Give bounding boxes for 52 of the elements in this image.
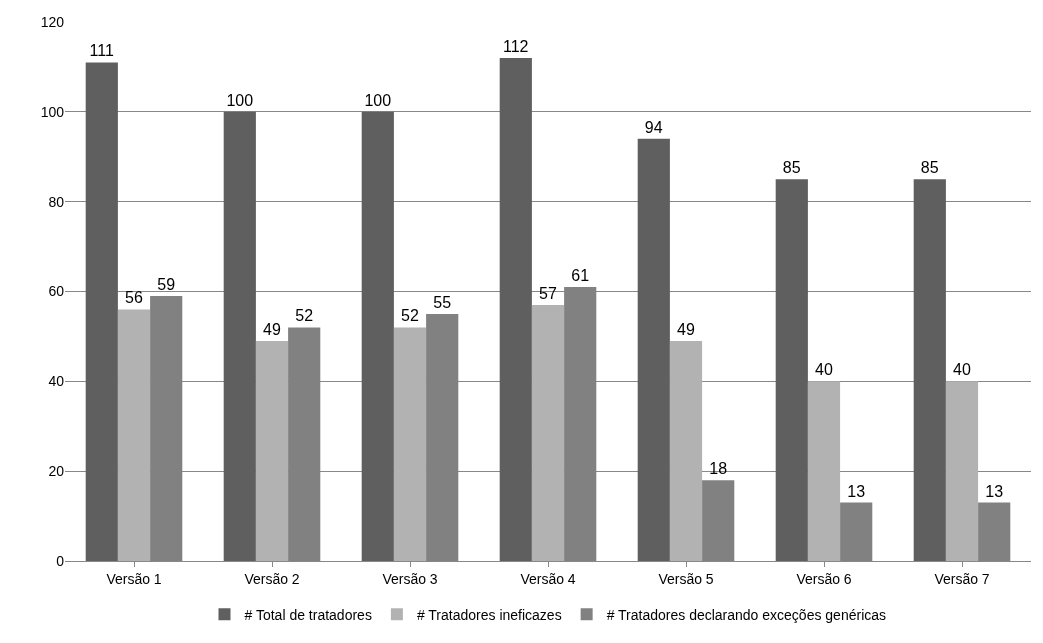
data-label: 49 (677, 320, 695, 338)
data-label: 112 (503, 37, 529, 55)
legend-label: # Total de tratadores (244, 606, 372, 623)
data-label: 85 (920, 159, 939, 177)
bar (223, 111, 256, 561)
x-tick-label: Versão 2 (244, 570, 300, 587)
bar (913, 179, 946, 561)
data-label: 52 (295, 307, 314, 325)
data-label: 40 (815, 361, 833, 379)
data-label: 59 (157, 275, 176, 293)
y-tick-label: 100 (40, 103, 65, 120)
bar (255, 340, 289, 561)
data-label: 85 (782, 159, 801, 177)
bar (807, 381, 841, 561)
y-tick-label: 40 (48, 373, 65, 390)
bar (361, 111, 394, 561)
bar (669, 340, 703, 561)
y-tick-label: 0 (56, 552, 65, 569)
data-label: 13 (985, 482, 1004, 500)
x-tick-label: Versão 7 (934, 570, 990, 587)
bar (775, 179, 808, 561)
data-label: 56 (125, 289, 143, 307)
y-tick-label: 60 (48, 283, 65, 300)
x-tick-label: Versão 6 (796, 570, 852, 587)
data-label: 49 (263, 320, 281, 338)
bar (531, 304, 565, 561)
data-label: 40 (953, 361, 971, 379)
x-tick-label: Versão 4 (520, 570, 576, 587)
bar (499, 57, 532, 561)
bar (393, 327, 427, 561)
y-tick-label: 80 (48, 193, 65, 210)
y-tick-label: 20 (48, 463, 65, 480)
bar (637, 138, 670, 561)
data-label: 57 (539, 284, 557, 302)
data-label: 13 (847, 482, 866, 500)
bar (945, 381, 979, 561)
y-tick-label: 120 (40, 13, 65, 30)
data-label: 100 (226, 91, 254, 109)
legend-label: # Tratadores declarando exceções genéricas (606, 606, 887, 623)
x-tick-label: Versão 1 (106, 570, 162, 587)
data-label: 111 (89, 42, 115, 60)
data-label: 100 (364, 91, 392, 109)
data-label: 61 (571, 267, 590, 285)
x-tick-label: Versão 3 (382, 570, 438, 587)
bar (117, 309, 151, 561)
legend-label: # Tratadores ineficazes (416, 606, 562, 623)
data-label: 52 (401, 307, 419, 325)
x-tick-label: Versão 5 (658, 570, 714, 587)
data-label: 94 (644, 118, 663, 136)
data-label: 55 (433, 293, 452, 311)
data-label: 18 (709, 460, 728, 478)
bar (85, 62, 118, 561)
